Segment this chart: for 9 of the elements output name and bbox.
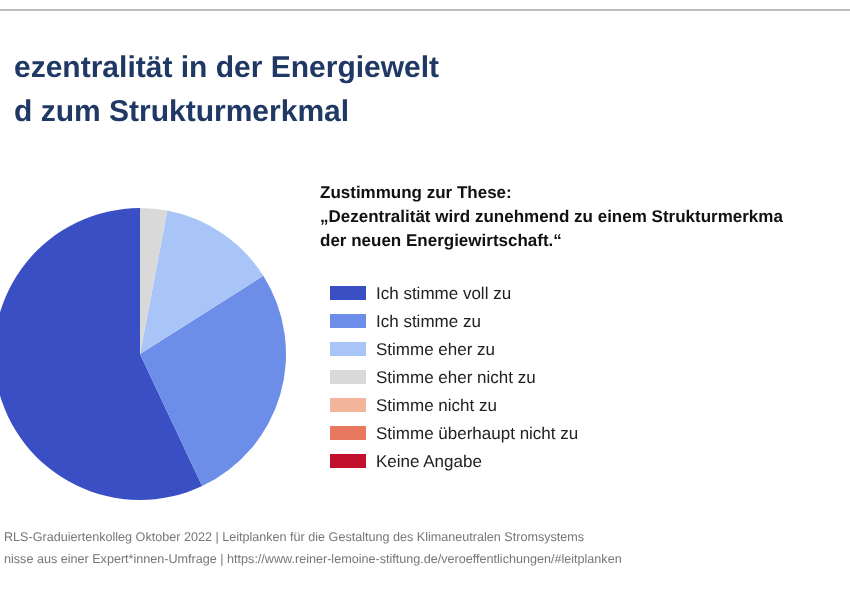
legend-label: Stimme nicht zu [376, 395, 498, 415]
legend-label: Stimme eher zu [376, 339, 496, 359]
legend-title: Zustimmung zur These: „Dezentralität wird zunehmend zu einem Strukturmerkma der neuen Energiewirtschaft.“ [320, 182, 784, 250]
legend-label: Ich stimme voll zu [376, 283, 512, 303]
legend-label: Stimme eher nicht zu [376, 367, 537, 387]
chart-title: ezentralität in der Energiewelt d zum Strukturmerkmal [14, 51, 440, 129]
legend-label: Stimme überhaupt nicht zu [376, 423, 579, 443]
legend-label: Ich stimme zu [376, 311, 482, 331]
legend-label: Keine Angabe [376, 451, 483, 471]
